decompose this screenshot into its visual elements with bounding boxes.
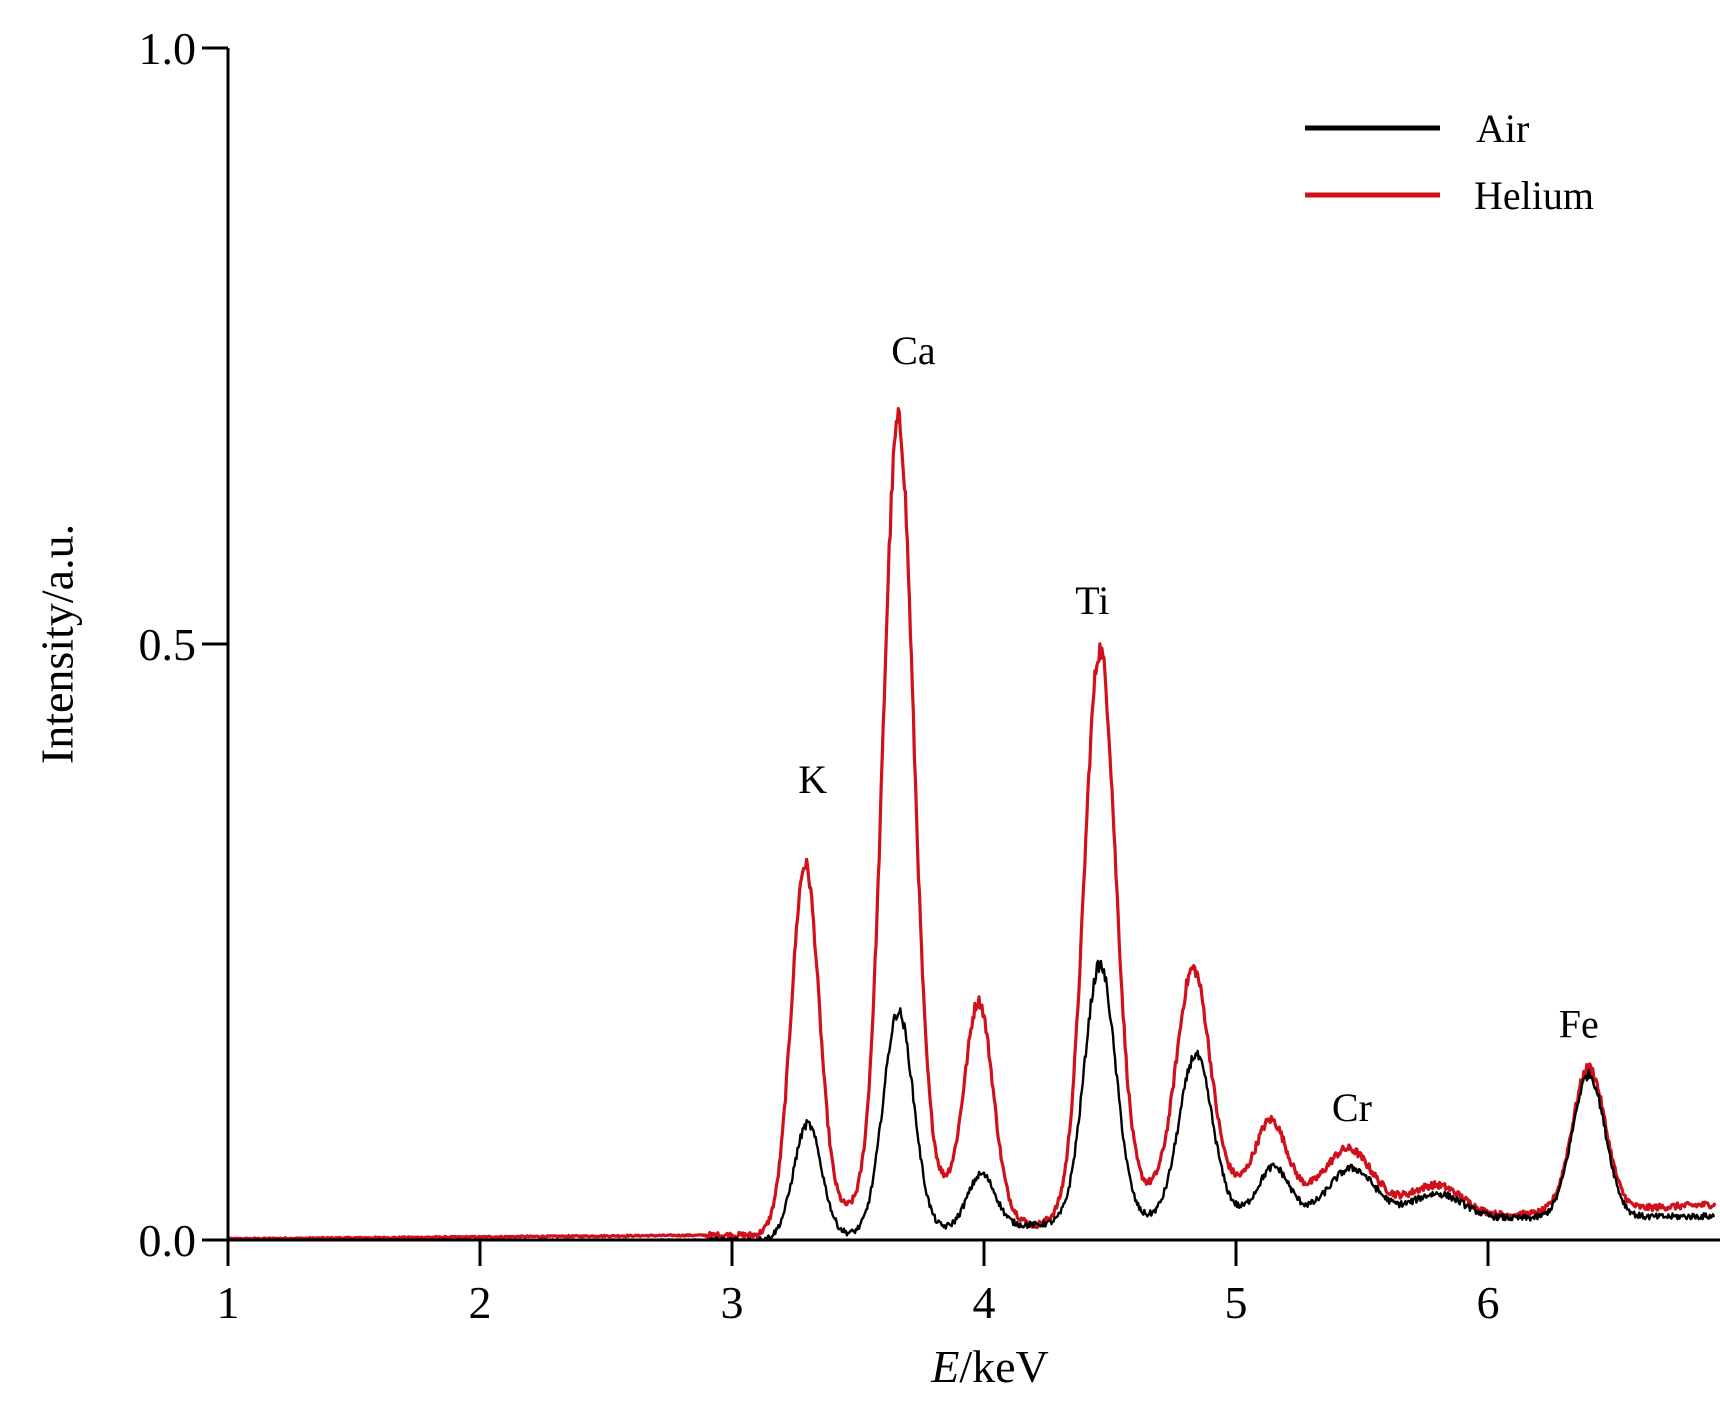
x-axis-title-unit: /keV: [959, 1341, 1048, 1392]
peak-label-fe: Fe: [1559, 1001, 1599, 1046]
axes: [226, 48, 1720, 1242]
y-tick-label: 1.0: [139, 23, 197, 74]
y-tick-label: 0.0: [139, 1215, 197, 1266]
x-tick-label: 4: [973, 1277, 996, 1328]
series-line-air: [227, 959, 1715, 1242]
x-axis-title-variable: E: [930, 1341, 959, 1392]
series-line-helium: [227, 407, 1717, 1241]
y-tick-label: 0.5: [139, 619, 197, 670]
peak-label-k: K: [798, 757, 827, 802]
x-tick-label: 1: [217, 1277, 240, 1328]
peak-label-ti: Ti: [1075, 578, 1109, 623]
peak-label-cr: Cr: [1332, 1085, 1372, 1130]
plot-lines: [227, 407, 1717, 1242]
x-tick-label: 2: [469, 1277, 492, 1328]
legend-label-helium: Helium: [1474, 173, 1594, 218]
legend: Air Helium: [1305, 106, 1594, 218]
x-tick-label: 5: [1225, 1277, 1248, 1328]
x-ticks: 1 2 3 4 5 6: [217, 1240, 1500, 1328]
peak-annotations: K Ca Ti Cr Fe: [798, 328, 1599, 1130]
x-tick-label: 3: [721, 1277, 744, 1328]
peak-label-ca: Ca: [891, 328, 936, 373]
legend-label-air: Air: [1476, 106, 1529, 151]
x-tick-label: 6: [1477, 1277, 1500, 1328]
y-ticks: 0.0 0.5 1.0: [139, 23, 228, 1266]
y-axis-title: Intensity/a.u.: [32, 524, 83, 764]
x-axis-title: E/keV: [930, 1341, 1049, 1392]
